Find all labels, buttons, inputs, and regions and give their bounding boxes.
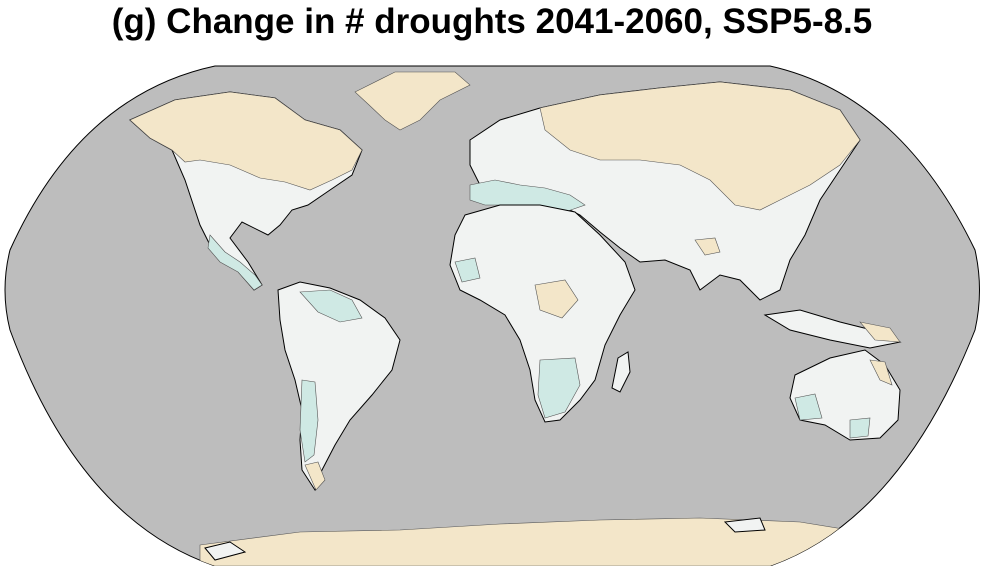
amazon-decrease — [299, 289, 363, 323]
map-title: (g) Change in # droughts 2041-2060, SSP5… — [111, 2, 873, 41]
southeast-australia-decrease — [849, 417, 871, 439]
mediterranean-decrease — [469, 179, 586, 213]
northern-north-america — [129, 91, 363, 191]
west-africa-decrease — [454, 257, 481, 283]
world-map — [4, 65, 980, 566]
siberia-increase — [539, 81, 861, 211]
madagascar — [611, 351, 631, 393]
map-panel — [0, 52, 984, 566]
africa — [449, 204, 636, 423]
west-australia-decrease — [794, 393, 823, 421]
antarctica-east-no-change — [723, 517, 766, 533]
central-america-decrease — [207, 234, 263, 291]
new-guinea-increase — [859, 321, 901, 343]
patagonia-increase — [304, 461, 326, 491]
north-australia-increase — [869, 359, 893, 386]
central-africa-increase — [534, 279, 579, 319]
south-asia-increase — [694, 237, 721, 256]
antarctica-no-change — [204, 541, 247, 561]
southern-africa-decrease — [537, 357, 581, 419]
antarctica — [199, 517, 901, 566]
andes-decrease — [299, 379, 319, 463]
greenland — [354, 71, 471, 131]
